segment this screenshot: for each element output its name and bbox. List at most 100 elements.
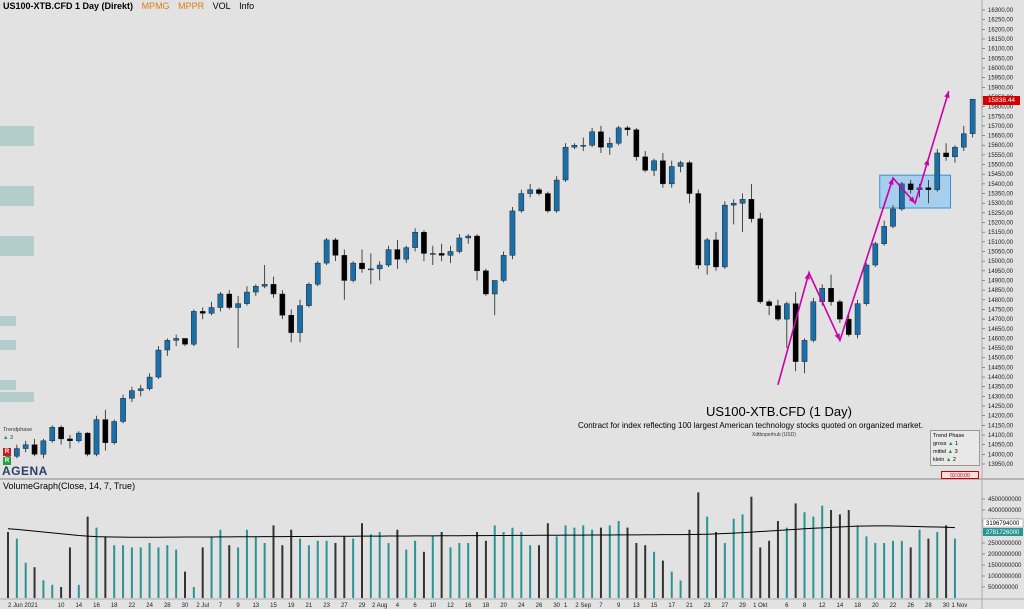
time-tick-label: 1 Nov (952, 603, 968, 609)
overlay-description: Contract for index reflecting 100 larges… (578, 421, 924, 430)
time-tick-label: 7 (219, 603, 223, 609)
candle (766, 301, 772, 306)
time-tick-label: 1 Okt (753, 603, 768, 609)
candle (199, 311, 206, 314)
candle (713, 239, 719, 268)
price-tick-label: 15200,00 (988, 221, 1014, 227)
time-tick-label: 28 (925, 603, 932, 609)
price-tick-label: 14100,00 (988, 433, 1014, 439)
price-tick-label: 15050,00 (988, 249, 1014, 255)
candle (598, 131, 604, 148)
candle (75, 432, 82, 442)
chart-header: US100-XTB.CFD 1 Day (Direkt) MPMG MPPR V… (3, 1, 260, 11)
price-tick-label: 16150,00 (988, 37, 1014, 43)
time-tick-label: 26 (536, 603, 543, 609)
profile-bar (0, 236, 34, 246)
price-tick-label: 15400,00 (988, 182, 1014, 188)
arrow-head (944, 91, 950, 99)
candle (297, 305, 303, 333)
indicator-vol-button[interactable]: VOL (212, 1, 231, 11)
candle (385, 249, 392, 266)
time-tick-label: 2 Sep (575, 603, 591, 609)
candle (615, 127, 622, 144)
price-tick-label: 16300,00 (988, 8, 1014, 14)
price-tick-label: 14200,00 (988, 414, 1014, 420)
price-tick-label: 15500,00 (988, 163, 1014, 169)
trend-arrows (777, 90, 950, 386)
candle (332, 239, 339, 256)
candle (120, 398, 126, 422)
signal-badge-red[interactable]: R (3, 448, 11, 456)
time-tick-label: 14 (75, 603, 82, 609)
price-tick-label: 16250,00 (988, 18, 1014, 24)
candle (226, 293, 233, 308)
volume-tick-label: 1000000000 (988, 574, 1022, 580)
price-tick-label: 16100,00 (988, 47, 1014, 53)
time-tick-label: 10 (58, 603, 65, 609)
time-tick-label: 28 (164, 603, 171, 609)
price-tick-label: 14800,00 (988, 298, 1014, 304)
candle (589, 131, 595, 146)
volume-tick-label: 2500000000 (988, 541, 1022, 547)
candle (359, 262, 365, 270)
profile-bar (0, 246, 34, 256)
time-tick-label: 30 (553, 603, 560, 609)
profile-bar (0, 316, 16, 326)
price-tick-label: 15900,00 (988, 85, 1014, 91)
time-tick-label: 12 (447, 603, 454, 609)
candle (67, 438, 73, 442)
time-tick-label: 27 (341, 603, 348, 609)
trend-phase-box: Trend Phase gross ▲ 1 mittel ▲ 3 klein ▲… (930, 430, 980, 466)
volume-readout-1: 3196794000 (986, 521, 1020, 527)
time-tick-label: 14 (837, 603, 844, 609)
candle (394, 249, 401, 260)
time-tick-label: 4 (396, 603, 400, 609)
candle (607, 143, 613, 148)
info-button[interactable]: Info (239, 1, 255, 11)
indicator-mppr-button[interactable]: MPPR (178, 1, 205, 11)
time-tick-label: 27 (722, 603, 729, 609)
candle (642, 156, 648, 171)
candle (173, 338, 179, 341)
price-tick-label: 14500,00 (988, 356, 1014, 362)
candle (49, 427, 56, 442)
candle (474, 235, 480, 272)
up-triangle-icon: ▲ (945, 457, 952, 463)
symbol-title: US100-XTB.CFD 1 Day (Direkt) (3, 1, 134, 11)
price-tick-label: 15650,00 (988, 134, 1014, 140)
signal-badge-green[interactable]: R (3, 457, 11, 465)
candle (961, 133, 967, 148)
candle (677, 162, 684, 167)
candle (810, 301, 817, 341)
price-tick-label: 15250,00 (988, 211, 1014, 217)
time-tick-label: 2 Aug (372, 603, 387, 609)
left-profile-bars (0, 126, 34, 402)
price-tick-label: 14650,00 (988, 327, 1014, 333)
candle (341, 255, 348, 281)
candle (146, 376, 153, 389)
candle (217, 293, 224, 308)
left-trendphase: Trendphase ▲ 3 (3, 426, 32, 442)
arrow-head (923, 158, 930, 166)
profile-bar (0, 392, 34, 402)
candle (969, 98, 976, 134)
candle (784, 303, 790, 320)
arrow-head (834, 333, 840, 341)
candle (518, 193, 525, 212)
volume-tick-label: 500000000 (988, 585, 1019, 591)
candle (155, 349, 162, 378)
candle (819, 287, 825, 302)
indicator-mpmg-button[interactable]: MPMG (141, 1, 170, 11)
candle (668, 166, 675, 185)
price-tick-label: 15300,00 (988, 201, 1014, 207)
price-tick-label: 14000,00 (988, 452, 1014, 458)
candle (421, 231, 427, 254)
candle (943, 152, 949, 158)
candle (527, 189, 533, 194)
time-tick-label: 16 (465, 603, 472, 609)
candle (536, 189, 542, 194)
candle (952, 146, 958, 158)
time-tick-label: 18 (854, 603, 861, 609)
time-readout: 02:00:00 (941, 471, 979, 479)
